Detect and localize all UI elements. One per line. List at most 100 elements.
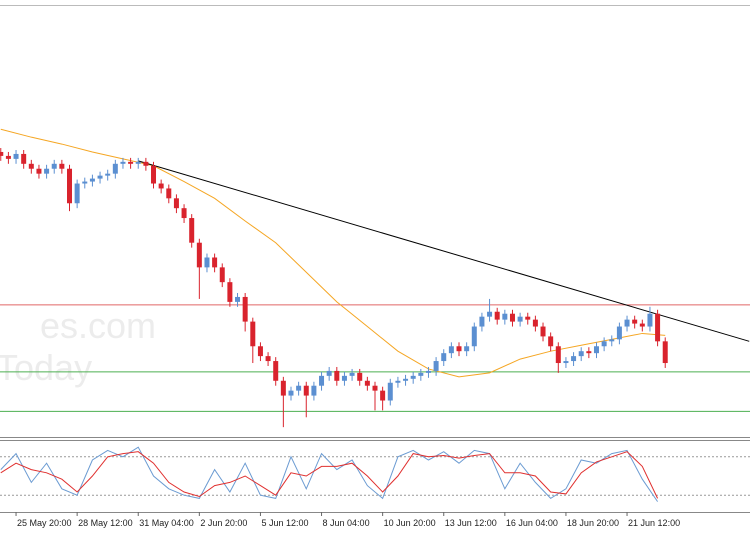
candle-body: [609, 339, 615, 342]
x-tick-label: 8 Jun 04:00: [323, 518, 370, 528]
candle-body: [662, 341, 668, 364]
candle-body: [311, 385, 317, 396]
x-tick-label: 21 Jun 12:00: [628, 518, 680, 528]
candle-body: [128, 161, 134, 164]
candle-body: [571, 356, 577, 362]
candle-body: [509, 313, 515, 322]
candle-body: [82, 181, 88, 184]
candle-body: [151, 165, 157, 184]
candle-body: [59, 163, 65, 169]
candle-body: [494, 311, 500, 320]
candle-body: [0, 151, 4, 156]
candle-body: [357, 372, 363, 381]
candle-body: [479, 316, 485, 327]
candle-body: [288, 390, 294, 396]
watermark: es.com: [40, 305, 156, 346]
candle-body: [632, 319, 638, 324]
x-tick-label: 25 May 20:00: [17, 518, 72, 528]
candle-body: [21, 153, 27, 164]
candle-body: [639, 323, 645, 327]
candle-body: [517, 316, 523, 322]
candle-body: [89, 178, 95, 182]
candle-body: [525, 316, 531, 320]
x-tick-label: 18 Jun 20:00: [567, 518, 619, 528]
x-tick-label: 5 Jun 12:00: [261, 518, 308, 528]
candle-body: [487, 311, 493, 317]
candle-body: [296, 385, 302, 391]
stochastic-main: [0, 446, 659, 502]
candle-body: [425, 370, 431, 373]
x-tick-label: 31 May 04:00: [139, 518, 194, 528]
candle-body: [471, 326, 477, 347]
x-tick-label: 2 Jun 20:00: [200, 518, 247, 528]
candle-body: [36, 168, 42, 174]
moving-average: [0, 128, 666, 378]
candle-body: [28, 163, 34, 169]
candle-body: [74, 183, 80, 204]
candle-body: [189, 218, 195, 243]
candle-body: [166, 188, 172, 199]
watermark: Today: [0, 347, 92, 388]
candle-body: [51, 163, 57, 169]
candle-body: [548, 336, 554, 347]
candle-body: [196, 242, 202, 268]
candle-body: [303, 385, 309, 396]
candle-body: [403, 378, 409, 381]
candle-body: [319, 375, 325, 386]
candle-body: [219, 267, 225, 283]
candle-body: [181, 208, 187, 219]
candle-body: [265, 356, 271, 362]
candle-body: [616, 326, 622, 340]
x-tick-label: 10 Jun 20:00: [384, 518, 436, 528]
candle-body: [418, 372, 424, 376]
candle-body: [502, 313, 508, 320]
candle-body: [227, 282, 233, 302]
candle-body: [326, 370, 332, 376]
candle-body: [135, 161, 141, 164]
x-tick-label: 13 Jun 12:00: [445, 518, 497, 528]
candle-body: [380, 390, 386, 401]
candle-body: [372, 385, 378, 391]
candle-body: [341, 375, 347, 381]
candle-body: [655, 313, 661, 342]
candle-body: [532, 319, 538, 327]
candle-body: [456, 346, 462, 352]
candle-body: [540, 326, 546, 337]
candle-body: [395, 380, 401, 383]
candle-body: [105, 173, 111, 176]
candle-body: [112, 163, 118, 174]
candle-body: [273, 361, 279, 381]
trendline: [138, 160, 750, 342]
candle-body: [647, 313, 653, 327]
candle-body: [173, 198, 179, 209]
candle-body: [280, 380, 286, 396]
candle-body: [235, 296, 241, 302]
candle-body: [578, 351, 584, 357]
candle-body: [212, 257, 218, 268]
candle-body: [364, 380, 370, 386]
candle-body: [433, 361, 439, 371]
candle-body: [334, 370, 340, 381]
candle-body: [349, 372, 355, 376]
candle-body: [464, 346, 470, 352]
candle-body: [242, 296, 248, 322]
candle-body: [601, 341, 607, 347]
candle-body: [441, 353, 447, 362]
candle-body: [67, 168, 73, 204]
candle-body: [204, 257, 210, 268]
candle-body: [257, 346, 263, 357]
candle-body: [624, 319, 630, 327]
candle-body: [563, 361, 569, 364]
candle-body: [586, 351, 592, 354]
stochastic-signal: [0, 451, 659, 499]
candle-body: [410, 375, 416, 379]
candle-body: [593, 346, 599, 354]
candle-body: [448, 346, 454, 354]
candle-body: [555, 346, 561, 364]
x-tick-label: 28 May 12:00: [78, 518, 133, 528]
x-tick-label: 16 Jun 04:00: [506, 518, 558, 528]
candle-body: [5, 155, 11, 159]
candle-body: [13, 153, 19, 159]
